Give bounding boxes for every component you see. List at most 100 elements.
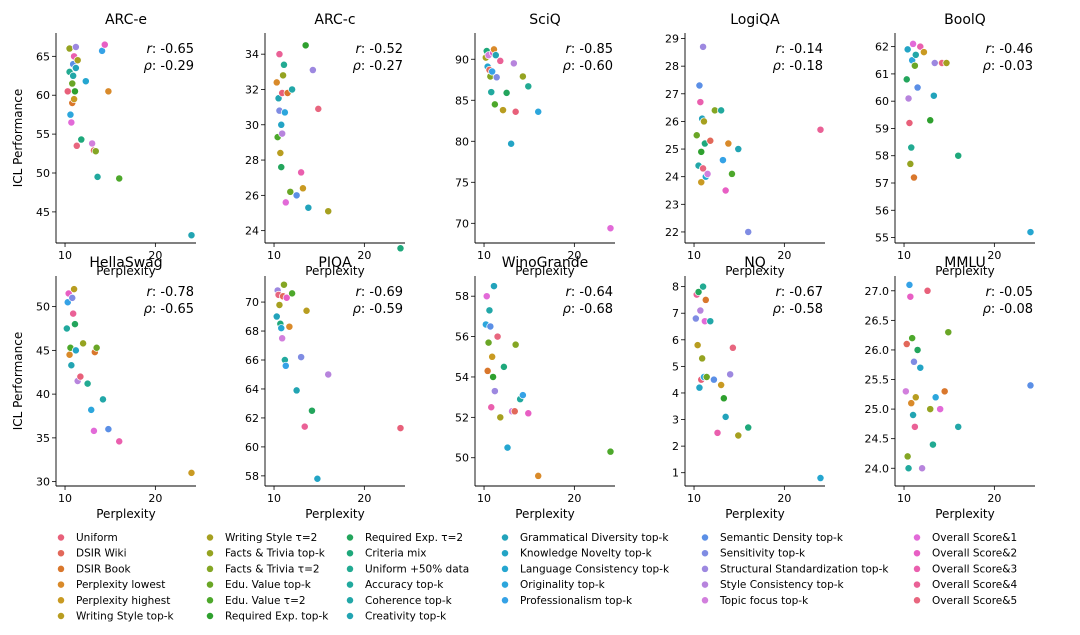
data-point	[721, 186, 730, 195]
scatter-points	[63, 40, 196, 240]
data-point	[79, 339, 88, 348]
x-axis-label: Perplexity	[725, 507, 785, 521]
data-point	[908, 334, 917, 343]
data-point	[324, 370, 333, 379]
data-point	[292, 191, 301, 200]
legend-marker	[913, 596, 921, 605]
data-point	[903, 452, 912, 461]
data-point	[697, 147, 706, 156]
subplot-title: WinoGrande	[502, 255, 588, 271]
x-tick-label: 20	[357, 492, 371, 505]
r-value: : -0.46	[991, 42, 1033, 57]
data-point	[66, 110, 75, 119]
data-point	[499, 106, 507, 115]
legend-label: Criteria mix	[365, 548, 427, 560]
data-point	[489, 373, 498, 381]
legend-marker	[57, 612, 65, 620]
y-tick-label: 70	[245, 296, 259, 309]
y-tick-label: 28	[665, 60, 679, 73]
y-tick-label: 62	[245, 412, 259, 425]
legend-marker	[701, 549, 709, 558]
data-point	[918, 464, 927, 473]
rho-symbol: ρ	[983, 302, 992, 317]
y-tick-label: 54	[455, 371, 469, 384]
data-point	[302, 306, 311, 315]
data-point	[297, 353, 306, 362]
data-point	[1026, 381, 1035, 390]
legend-label: Perplexity highest	[76, 595, 170, 607]
legend-marker	[206, 612, 214, 620]
legend-item: Originality top-k	[501, 579, 606, 591]
y-tick-label: 58	[455, 290, 469, 303]
data-point	[936, 405, 945, 414]
legend-label: Overall Score&2	[932, 548, 1017, 560]
y-tick-label: 24	[665, 171, 679, 184]
legend-label: Facts & Trivia τ=2	[225, 563, 320, 575]
data-point	[511, 107, 520, 116]
legend-marker	[346, 533, 354, 542]
data-point	[70, 285, 79, 294]
rho-symbol: ρ	[773, 302, 782, 317]
y-axis-label: ICL Performance	[11, 332, 25, 430]
legend-item: Writing Style τ=2	[206, 532, 317, 544]
subplot-nq: NQ 1 2 3 4 5 6 7 8 10 20 Perplexity r: -0.67 ρ: -0.58	[672, 255, 825, 521]
data-point	[916, 42, 925, 51]
data-point	[100, 40, 109, 49]
data-point	[62, 324, 71, 333]
data-point	[482, 292, 491, 301]
data-point	[930, 59, 939, 67]
data-point	[496, 56, 505, 65]
data-point	[940, 387, 949, 396]
legend-item: Grammatical Diversity top-k	[501, 532, 669, 544]
y-tick-label: 58	[875, 150, 889, 163]
pearson-r-annotation: r: -0.46	[985, 42, 1033, 57]
y-tick-label: 25.0	[865, 403, 890, 416]
y-tick-label: 50	[36, 167, 50, 180]
rho-value: : -0.65	[152, 302, 194, 317]
data-point	[68, 79, 77, 88]
data-point	[99, 395, 107, 404]
data-point	[726, 370, 735, 379]
legend-label: Sensitivity top-k	[720, 548, 806, 560]
data-point	[396, 244, 405, 253]
data-point	[276, 149, 285, 157]
spearman-rho-annotation: ρ: -0.65	[144, 302, 194, 317]
legend-marker	[346, 580, 354, 589]
data-point	[1026, 228, 1035, 237]
data-point	[910, 61, 919, 70]
y-tick-label: 61	[875, 68, 889, 81]
legend-item: Uniform	[57, 532, 118, 544]
data-point	[63, 87, 72, 96]
legend-label: Knowledge Novelty top-k	[520, 548, 653, 560]
y-tick-label: 28	[245, 154, 259, 167]
legend-item: Overall Score&5	[913, 595, 1017, 607]
y-tick-label: 55	[36, 128, 50, 141]
data-point	[510, 407, 519, 416]
data-point	[308, 406, 316, 415]
x-tick-label: 20	[148, 492, 162, 505]
pearson-r-annotation: r: -0.85	[565, 42, 613, 57]
scatter-points	[691, 282, 825, 482]
y-tick-label: 62	[875, 41, 889, 54]
data-point	[488, 67, 497, 76]
legend-label: DSIR Book	[76, 563, 132, 575]
data-point	[68, 293, 77, 302]
legend-item: Coherence top-k	[346, 595, 453, 607]
data-point	[490, 387, 499, 396]
r-value: : -0.65	[152, 42, 194, 57]
pearson-r-annotation: r: -0.69	[355, 285, 403, 300]
subplot-title: PIQA	[318, 255, 352, 271]
legend-marker	[206, 564, 214, 573]
data-point	[606, 447, 615, 456]
data-point	[906, 159, 915, 168]
data-point	[104, 87, 113, 96]
data-point	[919, 48, 928, 57]
r-symbol: r	[775, 42, 782, 57]
legend-item: Knowledge Novelty top-k	[501, 548, 653, 560]
subplot-title: BoolQ	[944, 12, 986, 28]
data-point	[92, 343, 101, 352]
data-point	[717, 381, 726, 389]
data-point	[694, 287, 703, 296]
